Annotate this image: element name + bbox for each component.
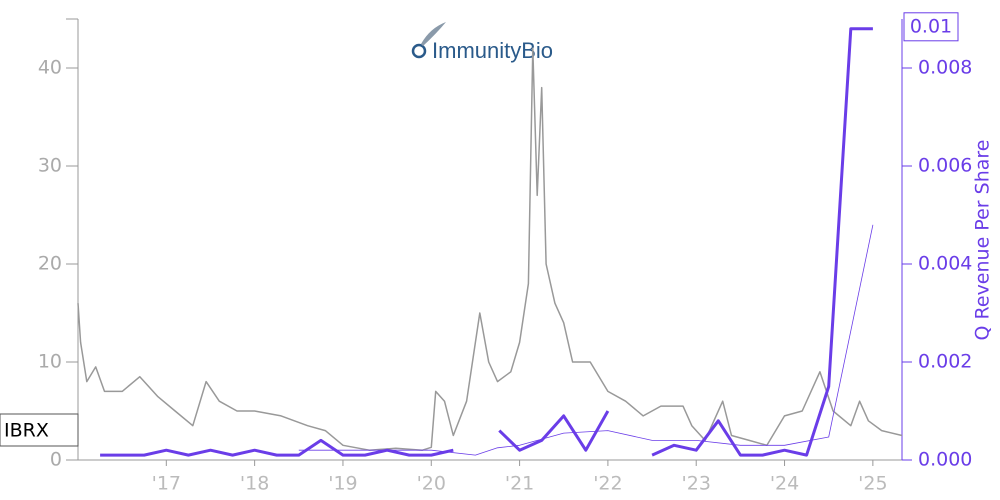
series-line bbox=[77, 47, 903, 451]
value-label-box bbox=[903, 12, 959, 42]
series-line bbox=[100, 27, 873, 457]
y2-tick-label: 0.006 bbox=[918, 155, 972, 177]
value-label: 0.01 bbox=[910, 15, 952, 37]
logo-icon bbox=[411, 43, 427, 59]
y2-tick-label: 0.008 bbox=[918, 57, 972, 79]
x-tick-label: '19 bbox=[328, 473, 357, 495]
series-line bbox=[298, 224, 874, 456]
y2-tick-label: 0.000 bbox=[918, 449, 972, 471]
x-tick-label: '18 bbox=[240, 473, 269, 495]
y-tick-label: 30 bbox=[38, 155, 62, 177]
y-tick-label: 10 bbox=[38, 351, 62, 373]
series-name-box bbox=[0, 413, 79, 447]
y-tick-label: 20 bbox=[38, 253, 62, 275]
x-tick-label: '23 bbox=[682, 473, 711, 495]
y2-tick-label: 0.002 bbox=[918, 351, 972, 373]
x-tick-label: '24 bbox=[770, 473, 799, 495]
y2-tick-label: 0.004 bbox=[918, 253, 972, 275]
y-tick-label: 0 bbox=[50, 449, 62, 471]
x-tick-label: '20 bbox=[417, 473, 446, 495]
logo-feather bbox=[421, 22, 446, 46]
x-tick-label: '25 bbox=[858, 473, 887, 495]
x-tick-label: '22 bbox=[593, 473, 622, 495]
series-name: IBRX bbox=[4, 420, 49, 442]
y-tick-label: 40 bbox=[38, 57, 62, 79]
x-tick-label: '17 bbox=[152, 473, 181, 495]
logo-text: ImmunityBio bbox=[432, 38, 553, 63]
x-tick-label: '21 bbox=[505, 473, 534, 495]
y2-axis-label: Q Revenue Per Share bbox=[972, 140, 994, 341]
